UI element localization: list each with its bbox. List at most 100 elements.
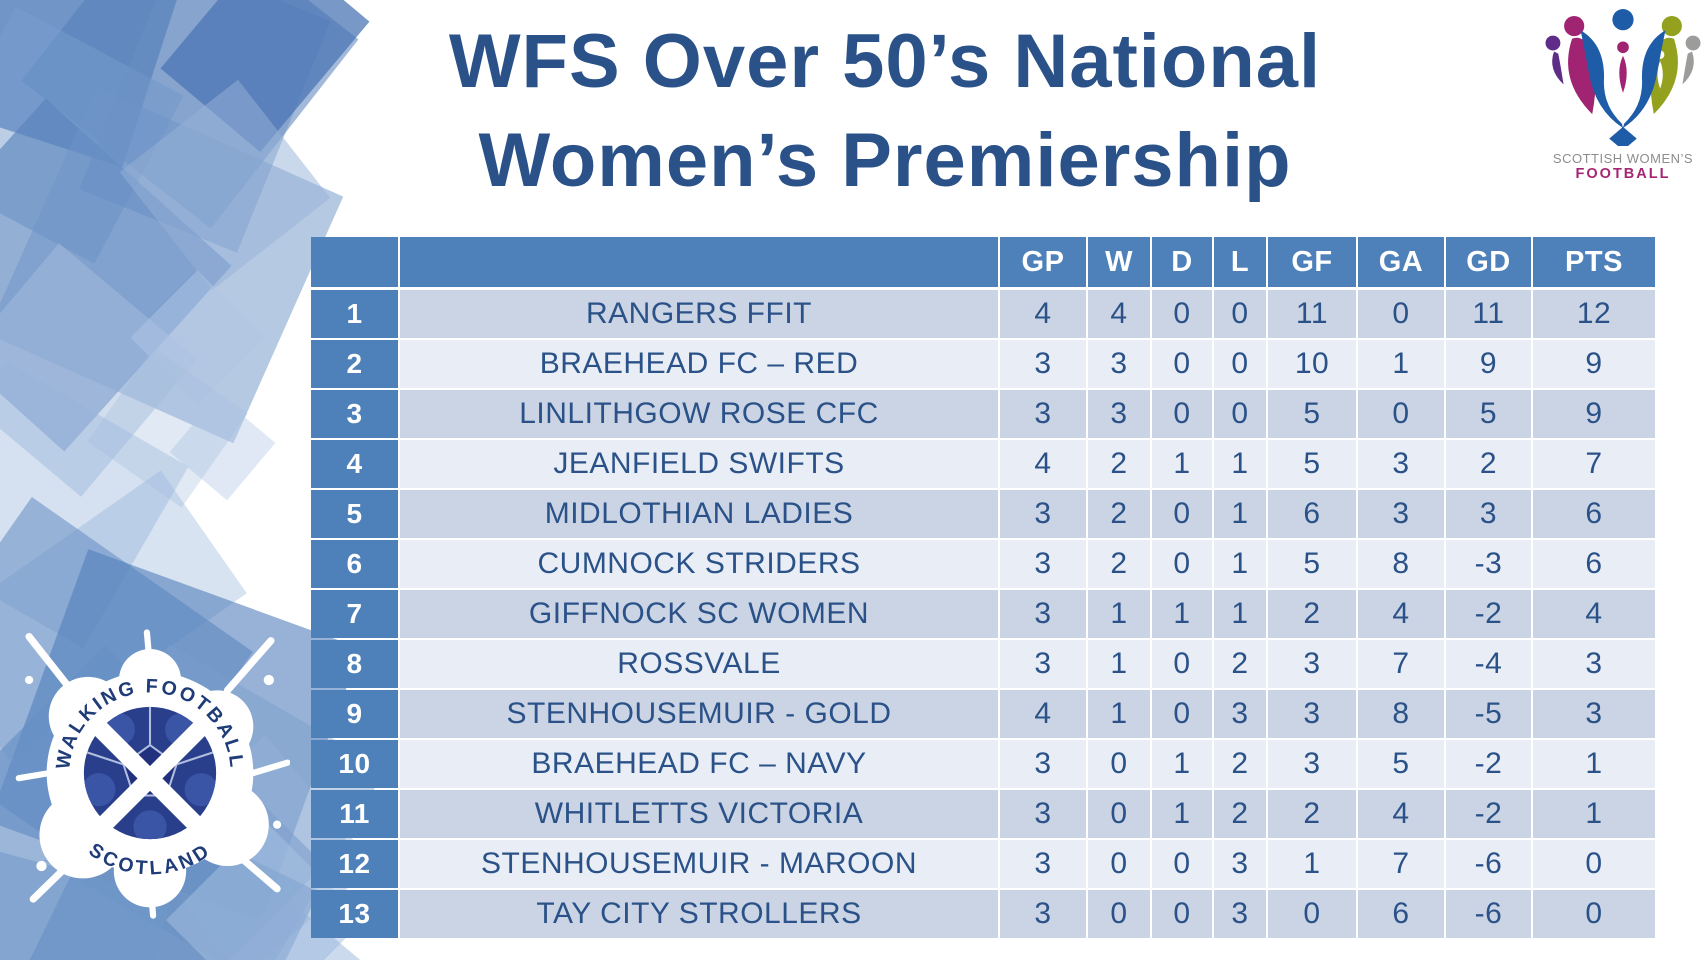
- swf-caption-line2: FOOTBALL: [1575, 166, 1671, 182]
- position-cell: 6: [311, 540, 398, 588]
- stat-cell-gd: -3: [1446, 540, 1531, 588]
- position-cell: 2: [311, 340, 398, 388]
- position-cell: 1: [311, 290, 398, 338]
- stat-cell-gf: 3: [1268, 640, 1356, 688]
- decor-square: [0, 98, 232, 452]
- stat-cell-l: 2: [1214, 790, 1266, 838]
- league-table-header: GP W D L GF GA GD PTS: [311, 237, 1659, 287]
- stat-cell-d: 0: [1152, 390, 1212, 438]
- table-row: 4 JEANFIELD SWIFTS 4 2 1 1 5 3 2 7: [311, 440, 1659, 488]
- stat-cell-gd: 5: [1446, 390, 1531, 438]
- stat-cell-d: 0: [1152, 540, 1212, 588]
- swf-shield-icon: [1545, 9, 1701, 151]
- stat-cell-w: 0: [1088, 740, 1150, 788]
- swf-caption-line1: SCOTTISH WOMEN’S: [1552, 151, 1694, 166]
- stat-cell-gp: 4: [1000, 290, 1086, 338]
- stat-cell-l: 0: [1214, 340, 1266, 388]
- stat-cell-gd: 11: [1446, 290, 1531, 338]
- league-table: GP W D L GF GA GD PTS 1 RANGERS FFIT 4 4 0 0 11 0 11 12 2…: [311, 237, 1659, 940]
- stat-cell-l: 0: [1214, 390, 1266, 438]
- stat-cell-gf: 1: [1268, 840, 1356, 888]
- stat-cell-l: 0: [1214, 290, 1266, 338]
- team-cell: LINLITHGOW ROSE CFC: [400, 390, 998, 438]
- team-cell: WHITLETTS VICTORIA: [400, 790, 998, 838]
- stat-cell-w: 4: [1088, 290, 1150, 338]
- stat-cell-gf: 5: [1268, 390, 1356, 438]
- stat-cell-l: 1: [1214, 440, 1266, 488]
- decor-square: [0, 361, 189, 649]
- wfs-badge-icon: WALKING FOOTBALL SCOTLAND: [15, 629, 291, 919]
- table-row: 13 TAY CITY STROLLERS 3 0 0 3 0 6 -6 0: [311, 890, 1659, 938]
- stat-cell-l: 1: [1214, 590, 1266, 638]
- stat-cell-d: 1: [1152, 740, 1212, 788]
- stat-cell-gd: -4: [1446, 640, 1531, 688]
- stat-cell-pts: 4: [1533, 590, 1655, 638]
- stat-cell-d: 1: [1152, 590, 1212, 638]
- stat-cell-pts: 12: [1533, 290, 1655, 338]
- stat-cell-d: 1: [1152, 790, 1212, 838]
- stat-cell-gf: 5: [1268, 440, 1356, 488]
- team-cell: ROSSVALE: [400, 640, 998, 688]
- team-cell: MIDLOTHIAN LADIES: [400, 490, 998, 538]
- swf-logo: SCOTTISH WOMEN’S FOOTBALL: [1543, 8, 1703, 182]
- page-title-line2: Women’s Premiership: [478, 118, 1292, 203]
- league-table-body: 1 RANGERS FFIT 4 4 0 0 11 0 11 12 2 BRAEHEAD FC – R…: [311, 290, 1659, 938]
- stat-cell-gd: 3: [1446, 490, 1531, 538]
- page-title-line1: WFS Over 50’s National: [448, 19, 1322, 104]
- position-cell: 10: [311, 740, 398, 788]
- stat-cell-d: 1: [1152, 440, 1212, 488]
- table-row: 11 WHITLETTS VICTORIA 3 0 1 2 2 4 -2 1: [311, 790, 1659, 838]
- stat-cell-gf: 2: [1268, 590, 1356, 638]
- stat-cell-gf: 3: [1268, 690, 1356, 738]
- team-cell: BRAEHEAD FC – NAVY: [400, 740, 998, 788]
- table-row: 5 MIDLOTHIAN LADIES 3 2 0 1 6 3 3 6: [311, 490, 1659, 538]
- page-title: WFS Over 50’s National Women’s Premiersh…: [310, 12, 1460, 210]
- stat-cell-pts: 1: [1533, 740, 1655, 788]
- position-cell: 7: [311, 590, 398, 638]
- stat-cell-ga: 0: [1358, 290, 1444, 338]
- stat-cell-pts: 6: [1533, 490, 1655, 538]
- stat-cell-gd: -6: [1446, 890, 1531, 938]
- stat-cell-l: 3: [1214, 690, 1266, 738]
- stat-cell-gp: 3: [1000, 740, 1086, 788]
- stat-cell-ga: 0: [1358, 390, 1444, 438]
- position-cell: 8: [311, 640, 398, 688]
- stat-cell-gf: 2: [1268, 790, 1356, 838]
- stat-cell-w: 1: [1088, 590, 1150, 638]
- team-cell: TAY CITY STROLLERS: [400, 890, 998, 938]
- stat-cell-w: 0: [1088, 790, 1150, 838]
- stat-cell-ga: 4: [1358, 590, 1444, 638]
- header-gp: GP: [1000, 237, 1086, 287]
- table-row: 9 STENHOUSEMUIR - GOLD 4 1 0 3 3 8 -5 3: [311, 690, 1659, 738]
- stat-cell-d: 0: [1152, 490, 1212, 538]
- stat-cell-pts: 7: [1533, 440, 1655, 488]
- table-row: 10 BRAEHEAD FC – NAVY 3 0 1 2 3 5 -2 1: [311, 740, 1659, 788]
- header-gd: GD: [1446, 237, 1531, 287]
- stat-cell-w: 1: [1088, 690, 1150, 738]
- stat-cell-w: 3: [1088, 390, 1150, 438]
- stat-cell-gp: 3: [1000, 340, 1086, 388]
- stat-cell-gd: -6: [1446, 840, 1531, 888]
- stat-cell-w: 0: [1088, 840, 1150, 888]
- football-icon: [83, 706, 217, 844]
- stat-cell-l: 1: [1214, 490, 1266, 538]
- header-d: D: [1152, 237, 1212, 287]
- stat-cell-gd: 2: [1446, 440, 1531, 488]
- position-cell: 12: [311, 840, 398, 888]
- stat-cell-pts: 3: [1533, 690, 1655, 738]
- stat-cell-gf: 3: [1268, 740, 1356, 788]
- stat-cell-w: 3: [1088, 340, 1150, 388]
- stat-cell-ga: 7: [1358, 840, 1444, 888]
- header-pts: PTS: [1533, 237, 1655, 287]
- decor-square: [130, 270, 265, 405]
- position-cell: 11: [311, 790, 398, 838]
- stat-cell-w: 2: [1088, 540, 1150, 588]
- stat-cell-gp: 4: [1000, 440, 1086, 488]
- header-l: L: [1214, 237, 1266, 287]
- stat-cell-pts: 1: [1533, 790, 1655, 838]
- stat-cell-d: 0: [1152, 290, 1212, 338]
- decor-square: [0, 0, 188, 168]
- team-cell: GIFFNOCK SC WOMEN: [400, 590, 998, 638]
- position-cell: 4: [311, 440, 398, 488]
